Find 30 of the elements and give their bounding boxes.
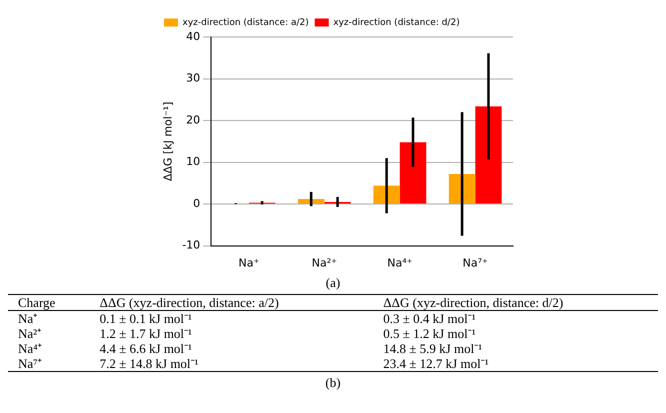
- category-label: Na⁴⁺: [18, 341, 42, 356]
- text: 23.4 ± 12.7 kJ mol⁻¹: [382, 356, 490, 372]
- category-label: Na⁺: [18, 311, 38, 326]
- text: (b): [324, 375, 342, 390]
- text: 1.2 ± 1.7 kJ mol⁻¹: [98, 326, 193, 341]
- y-tick-label: 0: [193, 196, 200, 210]
- text: 0.3 ± 0.4 kJ mol⁻¹: [382, 310, 477, 326]
- category-label: Na²⁺: [18, 326, 42, 341]
- x-tick-label: Na⁺: [238, 256, 260, 270]
- text: Charge: [17, 294, 56, 310]
- legend-label: xyz-direction (distance: a/2): [182, 18, 309, 28]
- legend-label: xyz-direction (distance: d/2): [333, 18, 460, 28]
- text: ΔΔG (xyz-direction, distance: a/2): [98, 294, 280, 310]
- text: ΔΔG (xyz-direction, distance: d/2): [382, 294, 564, 310]
- y-axis-title: ΔΔG [kJ mol⁻¹]: [161, 102, 174, 182]
- x-tick-label: Na⁴⁺: [387, 256, 413, 270]
- text: 14.8 ± 5.9 kJ mol⁻¹: [382, 341, 484, 356]
- text: 0.5 ± 1.2 kJ mol⁻¹: [382, 326, 477, 341]
- category-label: Na⁷⁺: [18, 356, 42, 371]
- y-tick-label: 20: [186, 113, 200, 126]
- y-tick-label: 30: [186, 72, 200, 85]
- y-tick-label: -10: [182, 238, 200, 252]
- text: (a): [324, 275, 342, 290]
- y-tick-label: 40: [186, 30, 200, 43]
- text: 4.4 ± 6.6 kJ mol⁻¹: [98, 341, 193, 356]
- y-tick-label: 10: [186, 155, 200, 168]
- x-tick-label: Na⁷⁺: [462, 256, 488, 270]
- text: 0.1 ± 0.1 kJ mol⁻¹: [98, 310, 193, 326]
- text: 7.2 ± 14.8 kJ mol⁻¹: [98, 356, 200, 372]
- x-tick-label: Na²⁺: [312, 256, 338, 270]
